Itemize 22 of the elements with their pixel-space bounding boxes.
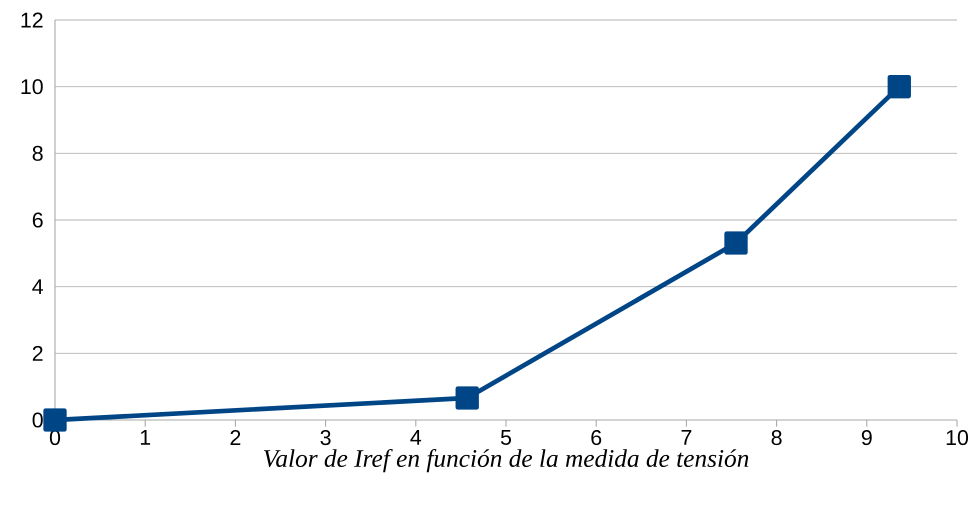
x-tick-label: 7 (682, 430, 692, 445)
point (888, 74, 911, 98)
y-tick-label: 8 (32, 146, 43, 161)
x-tick-label: 3 (320, 430, 331, 446)
y-tick-label: 0 (32, 412, 43, 428)
x-tick-label: 1 (140, 430, 150, 445)
point (43, 408, 67, 432)
x-tick-label: 4 (410, 430, 422, 445)
point (724, 231, 748, 255)
x-tick-label: 2 (230, 430, 240, 445)
y-tick-label: 12 (22, 12, 43, 28)
x-tick-label: 8 (772, 430, 782, 446)
y-tick-label: 10 (22, 79, 43, 94)
x-axis-title: Valor de Iref en función de la medida de tensión (264, 448, 748, 472)
y-tick-label: 4 (32, 279, 43, 294)
point (456, 386, 479, 410)
y-tick-label: 2 (32, 346, 43, 361)
y-tick-label: 6 (32, 212, 43, 228)
x-tick-label: 10 (946, 430, 968, 446)
x-tick-label: 5 (500, 430, 512, 445)
x-tick-label: 6 (591, 430, 602, 446)
x-tick-label: 9 (862, 430, 872, 446)
